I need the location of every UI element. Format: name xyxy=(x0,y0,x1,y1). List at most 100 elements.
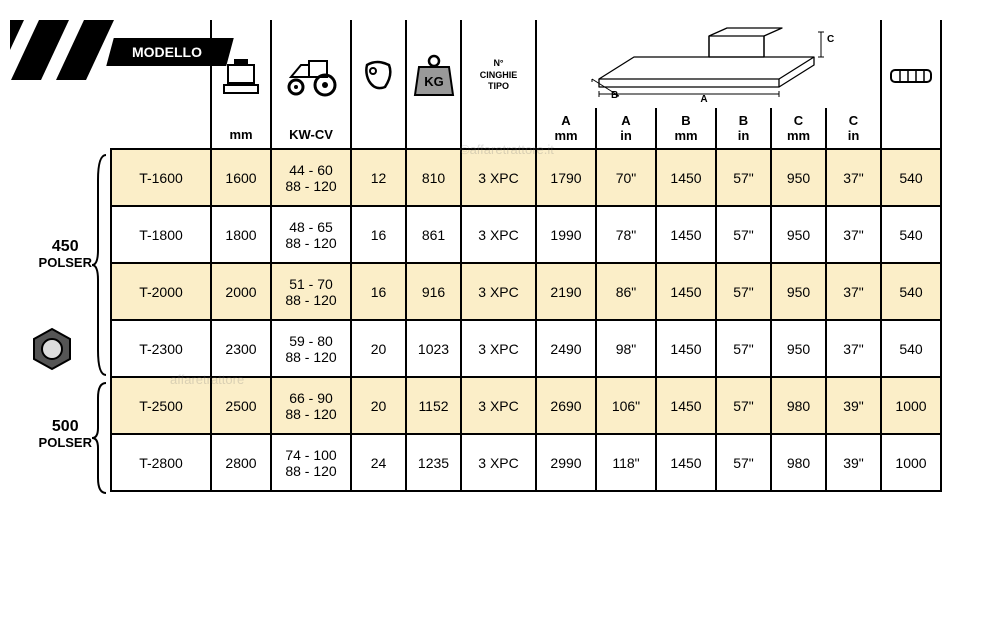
cell-belts: 3 XPC xyxy=(460,207,535,264)
cell-Bin: 57" xyxy=(715,207,770,264)
group1-num: 450 xyxy=(39,238,92,256)
spec-table: mmKW-CV KG N°CINGHIETIPO ABCAmmAinBmmBin… xyxy=(110,20,942,492)
cell-Bmm: 1450 xyxy=(655,435,715,492)
cell-blades: 20 xyxy=(350,321,405,378)
cell-Amm: 2690 xyxy=(535,378,595,435)
cell-mm: 1600 xyxy=(210,150,270,207)
cell-Cmm: 950 xyxy=(770,207,825,264)
cell-pto: 1000 xyxy=(880,378,940,435)
cell-kw: 48 - 6588 - 120 xyxy=(270,207,350,264)
cell-blades: 16 xyxy=(350,264,405,321)
dimension-diagram: ABC xyxy=(535,20,880,108)
hex-icon xyxy=(28,325,76,373)
cell-belts: 3 XPC xyxy=(460,435,535,492)
hdr-power: KW-CV xyxy=(270,20,350,150)
cell-model: T-1600 xyxy=(110,150,210,207)
cell-mm: 2800 xyxy=(210,435,270,492)
cell-Cmm: 980 xyxy=(770,378,825,435)
cell-Cmm: 980 xyxy=(770,435,825,492)
cell-Amm: 2990 xyxy=(535,435,595,492)
cell-belts: 3 XPC xyxy=(460,264,535,321)
cell-belts: 3 XPC xyxy=(460,378,535,435)
cell-pto: 540 xyxy=(880,264,940,321)
cell-pto: 1000 xyxy=(880,435,940,492)
cell-model: T-2300 xyxy=(110,321,210,378)
cell-Bmm: 1450 xyxy=(655,150,715,207)
cell-mm: 2500 xyxy=(210,378,270,435)
cell-kw: 74 - 10088 - 120 xyxy=(270,435,350,492)
cell-kg: 1152 xyxy=(405,378,460,435)
cell-Cmm: 950 xyxy=(770,150,825,207)
cell-Bin: 57" xyxy=(715,435,770,492)
hdr-dim-2: Bmm xyxy=(655,108,715,150)
cell-model: T-1800 xyxy=(110,207,210,264)
cell-Bin: 57" xyxy=(715,321,770,378)
cell-kw: 44 - 6088 - 120 xyxy=(270,150,350,207)
cell-kg: 861 xyxy=(405,207,460,264)
group2-name: POLSER xyxy=(39,436,92,450)
cell-Cmm: 950 xyxy=(770,264,825,321)
cell-Cin: 39" xyxy=(825,378,880,435)
cell-kw: 66 - 9088 - 120 xyxy=(270,378,350,435)
cell-mm: 2000 xyxy=(210,264,270,321)
cell-pto: 540 xyxy=(880,207,940,264)
cell-kw: 51 - 7088 - 120 xyxy=(270,264,350,321)
cell-Ain: 70" xyxy=(595,150,655,207)
hdr-dim-0: Amm xyxy=(535,108,595,150)
cell-Cin: 37" xyxy=(825,321,880,378)
cell-Amm: 1990 xyxy=(535,207,595,264)
group1-name: POLSER xyxy=(39,256,92,270)
cell-model: T-2800 xyxy=(110,435,210,492)
hdr-belts: N°CINGHIETIPO xyxy=(460,20,535,150)
cell-blades: 20 xyxy=(350,378,405,435)
cell-Cin: 39" xyxy=(825,435,880,492)
cell-mm: 1800 xyxy=(210,207,270,264)
hdr-dim-3: Bin xyxy=(715,108,770,150)
cell-Ain: 98" xyxy=(595,321,655,378)
cell-kw: 59 - 8088 - 120 xyxy=(270,321,350,378)
cell-Bin: 57" xyxy=(715,378,770,435)
cell-belts: 3 XPC xyxy=(460,150,535,207)
group2-num: 500 xyxy=(39,418,92,436)
cell-model: T-2500 xyxy=(110,378,210,435)
cell-Bin: 57" xyxy=(715,150,770,207)
cell-Cin: 37" xyxy=(825,264,880,321)
cell-kg: 1235 xyxy=(405,435,460,492)
cell-pto: 540 xyxy=(880,321,940,378)
hdr-weight: KG xyxy=(405,20,460,150)
hdr-pto xyxy=(880,20,940,150)
cell-Ain: 106" xyxy=(595,378,655,435)
hdr-dim-4: Cmm xyxy=(770,108,825,150)
svg-text:KG: KG xyxy=(424,74,444,89)
cell-blades: 12 xyxy=(350,150,405,207)
cell-Bmm: 1450 xyxy=(655,321,715,378)
cell-Amm: 2490 xyxy=(535,321,595,378)
cell-mm: 2300 xyxy=(210,321,270,378)
cell-kg: 810 xyxy=(405,150,460,207)
cell-Ain: 118" xyxy=(595,435,655,492)
svg-text:C: C xyxy=(827,34,834,45)
cell-kg: 916 xyxy=(405,264,460,321)
cell-Ain: 86" xyxy=(595,264,655,321)
cell-blades: 16 xyxy=(350,207,405,264)
cell-Cin: 37" xyxy=(825,150,880,207)
cell-Amm: 1790 xyxy=(535,150,595,207)
cell-Bin: 57" xyxy=(715,264,770,321)
cell-blades: 24 xyxy=(350,435,405,492)
cell-kg: 1023 xyxy=(405,321,460,378)
hdr-blades xyxy=(350,20,405,150)
cell-Bmm: 1450 xyxy=(655,207,715,264)
cell-pto: 540 xyxy=(880,150,940,207)
cell-Bmm: 1450 xyxy=(655,378,715,435)
hdr-dim-1: Ain xyxy=(595,108,655,150)
cell-model: T-2000 xyxy=(110,264,210,321)
cell-Amm: 2190 xyxy=(535,264,595,321)
cell-Bmm: 1450 xyxy=(655,264,715,321)
hdr-width: mm xyxy=(210,20,270,150)
svg-text:A: A xyxy=(700,94,707,104)
cell-Cmm: 950 xyxy=(770,321,825,378)
cell-belts: 3 XPC xyxy=(460,321,535,378)
cell-Cin: 37" xyxy=(825,207,880,264)
hdr-dim-5: Cin xyxy=(825,108,880,150)
cell-Ain: 78" xyxy=(595,207,655,264)
